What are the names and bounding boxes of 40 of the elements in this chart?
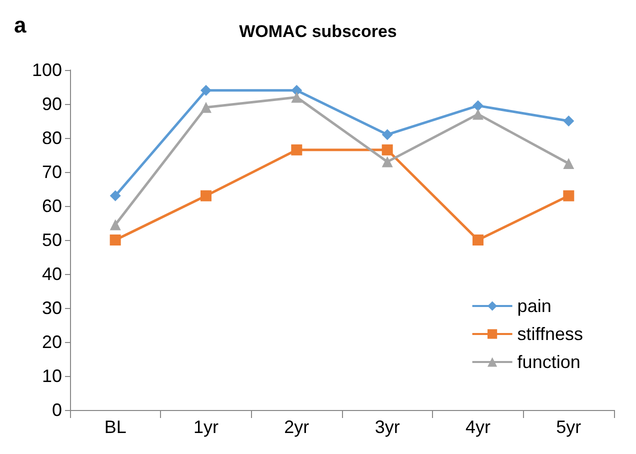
y-tick-label: 90 [42, 94, 62, 114]
point [110, 190, 121, 202]
point [291, 144, 302, 156]
point [472, 100, 484, 112]
point [563, 190, 574, 202]
point [291, 92, 302, 103]
y-tick-label: 70 [42, 162, 62, 182]
chart-title: WOMAC subscores [239, 22, 397, 41]
point [382, 144, 393, 156]
x-tick-label: 4yr [465, 417, 491, 437]
point [200, 84, 212, 96]
x-tick-label: 1yr [193, 417, 219, 437]
y-tick-label: 0 [52, 400, 62, 420]
point [200, 190, 212, 202]
x-tick-label: 5yr [556, 417, 582, 437]
legend-label: function [517, 352, 580, 372]
y-tick-label: 50 [42, 230, 62, 250]
legend-label: pain [517, 296, 552, 316]
text: a [14, 12, 27, 38]
point [200, 102, 212, 113]
point [110, 219, 121, 230]
point [563, 158, 574, 169]
point [382, 129, 393, 140]
y-tick-label: 40 [42, 264, 62, 284]
y-tick-label: 80 [42, 128, 62, 148]
point [382, 156, 393, 168]
x-tick-label: 2yr [284, 417, 310, 437]
point [110, 234, 121, 246]
x-tick-label: BL [104, 417, 126, 437]
point [472, 234, 484, 246]
point [563, 116, 574, 126]
y-tick-label: 10 [42, 366, 62, 386]
y-tick-label: 60 [42, 196, 62, 216]
y-tick-label: 100 [32, 60, 62, 80]
y-tick-label: 30 [42, 298, 62, 318]
legend-label: stiffness [517, 324, 584, 344]
point [291, 84, 302, 96]
x-tick-label: 3yr [374, 417, 400, 437]
y-tick-label: 20 [42, 332, 62, 352]
point [472, 108, 484, 120]
